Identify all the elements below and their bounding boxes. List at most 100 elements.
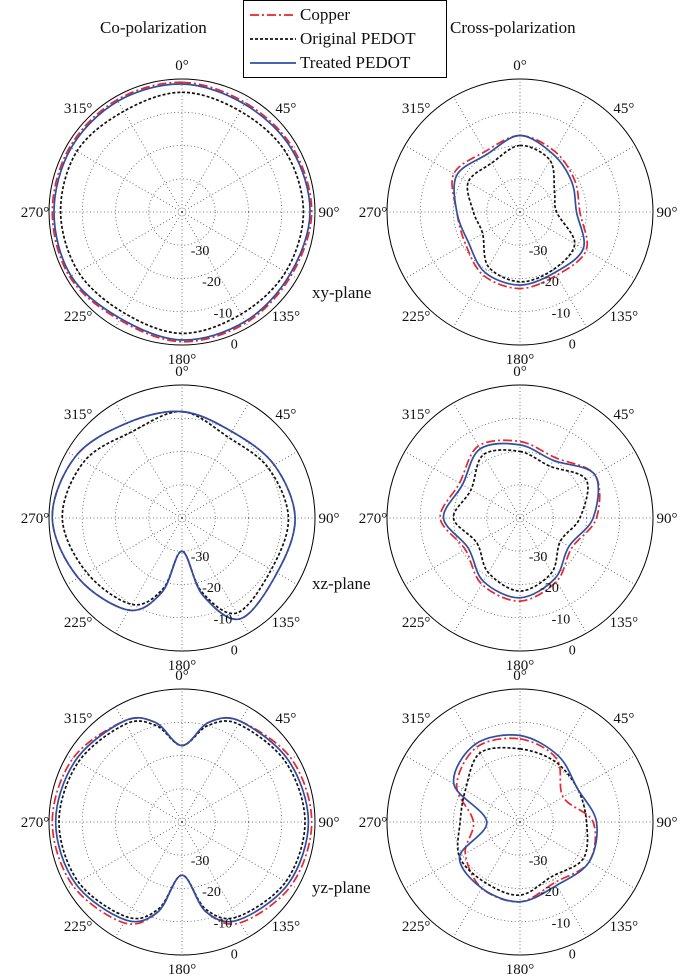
angle-label: 315° (64, 711, 93, 727)
series-line-original-pedot (61, 410, 290, 615)
grid-spoke (404, 517, 521, 585)
grid-spoke (181, 821, 249, 938)
radial-tick-label: -10 (552, 916, 571, 931)
angle-label: 135° (272, 919, 301, 935)
grid-spoke (453, 517, 521, 634)
grid-spoke (404, 821, 521, 889)
grid-spoke (66, 145, 183, 213)
angle-label: 90° (657, 511, 678, 527)
grid-spoke (404, 755, 521, 823)
radial-tick-label: -30 (529, 244, 548, 259)
angle-label: 45° (613, 101, 634, 117)
radial-tick-label: 0 (231, 948, 238, 963)
grid-circle (81, 417, 283, 619)
series-line-treated-pedot (442, 442, 600, 599)
polar-outer-circle (386, 688, 654, 956)
grid-spoke (66, 821, 183, 889)
series-line-treated-pedot (51, 410, 296, 621)
angle-label: 90° (657, 205, 678, 221)
grid-spoke (181, 451, 298, 519)
legend-item-treated-pedot: Treated PEDOT (244, 51, 446, 75)
grid-spoke (519, 706, 587, 823)
radial-tick-label: -30 (529, 550, 548, 565)
angle-label: 135° (610, 309, 639, 325)
radial-tick-label: 0 (569, 948, 576, 963)
radial-tick-label: -30 (529, 854, 548, 869)
grid-spoke (181, 706, 249, 823)
angle-label: 45° (275, 711, 296, 727)
grid-spoke (519, 517, 587, 634)
grid-circle (148, 484, 216, 552)
angle-label: 180° (168, 352, 197, 368)
grid-circle (148, 178, 216, 246)
angle-label: 225° (402, 615, 431, 631)
radial-tick-label: -20 (202, 885, 221, 900)
polar-outer-circle (48, 384, 316, 652)
radial-tick-label: -20 (540, 885, 559, 900)
radial-tick-label: -10 (214, 306, 233, 321)
grid-spoke (181, 517, 298, 585)
grid-circle (81, 111, 283, 313)
angle-label: 0° (175, 58, 189, 74)
grid-spoke (404, 211, 521, 279)
polar-outer-circle (386, 78, 654, 346)
grid-circle (419, 721, 621, 923)
grid-spoke (404, 145, 521, 213)
angle-label: 0° (513, 58, 527, 74)
polar-plot-xz-plane-cross: 0° 45° 90° 135° 180° 225° 270° 315° -30 -20 -10 0 (359, 364, 678, 674)
radial-tick-label: -10 (214, 916, 233, 931)
angle-label: 90° (657, 815, 678, 831)
legend: Copper Original PEDOT Treated PEDOT (243, 0, 447, 78)
angle-label: 225° (402, 309, 431, 325)
angle-label: 0° (175, 364, 189, 380)
grid-circle (419, 417, 621, 619)
grid-spoke (115, 96, 183, 213)
grid-spoke (519, 211, 587, 328)
angle-label: 45° (613, 711, 634, 727)
grid-spoke (181, 517, 249, 634)
grid-spoke (519, 211, 636, 279)
legend-swatch-copper (250, 14, 296, 16)
angle-label: 315° (64, 101, 93, 117)
grid-spoke (66, 517, 183, 585)
series-line-original-pedot (456, 746, 589, 896)
angle-label: 180° (168, 962, 197, 978)
polar-plot-xz-plane-co: 0° 45° 90° 135° 180° 225° 270° 315° -30 -20 -10 0 (21, 364, 340, 674)
series-line-original-pedot (59, 91, 305, 335)
grid-spoke (181, 755, 298, 823)
angle-label: 180° (506, 962, 535, 978)
angle-label: 135° (272, 615, 301, 631)
column-title-co-polarization: Co-polarization (100, 18, 207, 37)
angle-label: 45° (275, 101, 296, 117)
series-line-copper (451, 134, 588, 290)
series-line-original-pedot (466, 144, 576, 283)
grid-spoke (181, 96, 249, 213)
grid-circle (486, 788, 554, 856)
plane-label-xz: xz-plane (312, 574, 371, 593)
grid-spoke (181, 145, 298, 213)
polar-plot-yz-plane-co: 0° 45° 90° 135° 180° 225° 270° 315° -30 -20 -10 0 (21, 668, 340, 978)
polar-plot-xy-plane-co: 0° 45° 90° 135° 180° 225° 270° 315° -30 -20 -10 0 (21, 58, 340, 368)
legend-swatch-treated-pedot (250, 62, 296, 64)
angle-label: 225° (64, 919, 93, 935)
column-title-cross-polarization: Cross-polarization (450, 18, 576, 37)
radial-tick-label: 0 (231, 338, 238, 353)
angle-label: 45° (613, 407, 634, 423)
angle-label: 180° (168, 658, 197, 674)
grid-spoke (115, 211, 183, 328)
grid-spoke (66, 211, 183, 279)
radial-tick-label: -30 (191, 550, 210, 565)
series-line-treated-pedot (453, 134, 585, 286)
radial-tick-label: -30 (191, 244, 210, 259)
radial-tick-label: -20 (540, 581, 559, 596)
angle-label: 0° (175, 668, 189, 684)
legend-label-copper: Copper (300, 5, 351, 24)
polar-outer-circle (48, 78, 316, 346)
legend-item-original-pedot: Original PEDOT (244, 27, 446, 51)
angle-label: 270° (21, 815, 50, 831)
radial-tick-label: -20 (202, 581, 221, 596)
radial-tick-label: -20 (202, 275, 221, 290)
grid-spoke (519, 145, 636, 213)
radial-tick-label: 0 (231, 644, 238, 659)
grid-spoke (519, 451, 636, 519)
